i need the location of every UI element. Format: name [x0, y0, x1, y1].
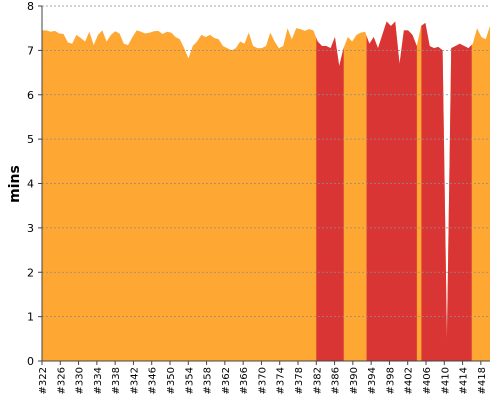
x-tick-label: #382	[312, 367, 323, 394]
y-tick-label: 0	[27, 355, 34, 368]
y-tick-label: 4	[27, 178, 34, 191]
y-tick-label: 8	[27, 0, 34, 13]
x-tick-label: #330	[75, 367, 86, 394]
x-tick-label: #406	[422, 367, 433, 394]
y-tick-label: 5	[27, 133, 34, 146]
y-tick-label: 1	[27, 311, 34, 324]
x-tick-labels: #322 #326 #330 #334 #338 #342 #346 #350 #354 #358…	[38, 361, 488, 394]
x-tick-label: #386	[331, 367, 342, 394]
x-tick-label: #402	[404, 367, 415, 394]
x-tick-label: #358	[203, 367, 214, 394]
y-tick-label: 2	[27, 266, 34, 279]
x-tick-label: #350	[166, 367, 177, 394]
x-tick-label: #394	[367, 367, 378, 394]
x-tick-label: #342	[129, 367, 140, 394]
x-tick-label: #390	[349, 367, 360, 394]
y-tick-label: 7	[27, 44, 34, 57]
y-tick-label: 6	[27, 89, 34, 102]
x-tick-label: #398	[385, 367, 396, 394]
y-tick-labels: 0 1 2 3 4 5 6 7 8	[27, 0, 42, 368]
x-tick-label: #370	[257, 367, 268, 394]
x-tick-label: #414	[459, 367, 470, 394]
x-tick-label: #418	[477, 367, 488, 394]
failure-area-2	[366, 21, 417, 361]
failure-area-1	[316, 37, 344, 361]
x-tick-label: #346	[148, 367, 159, 394]
x-tick-label: #322	[38, 367, 49, 394]
x-tick-label: #362	[221, 367, 232, 394]
x-tick-label: #410	[440, 367, 451, 394]
grid-lines	[42, 5, 490, 318]
y-axis-label: mins	[7, 165, 23, 203]
x-tick-label: #366	[239, 367, 250, 394]
x-tick-label: #338	[111, 367, 122, 394]
duration-areas	[42, 21, 490, 362]
x-tick-label: #354	[184, 367, 195, 394]
y-tick-label: 3	[27, 222, 34, 235]
x-tick-label: #378	[294, 367, 305, 394]
x-tick-label: #334	[93, 367, 104, 394]
failure-area-3	[421, 22, 472, 361]
x-tick-label: #374	[276, 367, 287, 394]
x-tick-label: #326	[56, 367, 67, 394]
